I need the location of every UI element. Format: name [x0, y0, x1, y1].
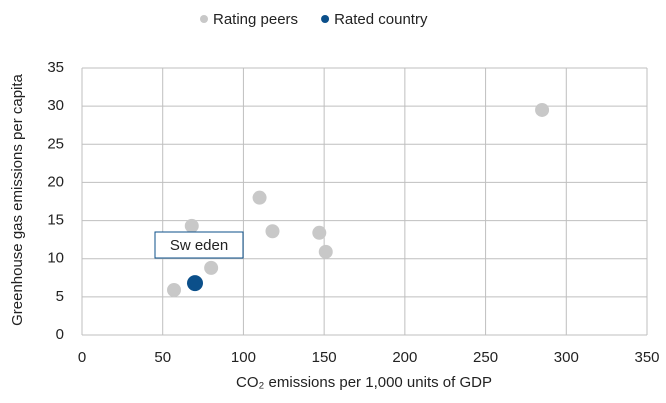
point: [312, 225, 327, 240]
x-tick-label: 150: [312, 349, 337, 366]
y-tick-label: 0: [56, 326, 64, 343]
y-tick-label: 5: [56, 288, 64, 305]
point: [252, 190, 267, 205]
point: [265, 224, 280, 239]
x-tick-label: 250: [473, 349, 498, 366]
point: [204, 260, 219, 275]
y-tick-label: 20: [47, 173, 64, 190]
point: [187, 275, 203, 292]
x-tick-label: 200: [392, 349, 417, 366]
x-tick-label: 300: [554, 349, 579, 366]
legend-marker: [321, 15, 330, 23]
x-tick-label: 100: [231, 349, 256, 366]
point: [318, 244, 333, 259]
legend-marker: [200, 15, 208, 23]
x-tick-label: 50: [154, 349, 171, 366]
y-tick-label: 35: [47, 59, 64, 76]
annotation-box: [154, 231, 244, 259]
y-axis-label: Greenhouse gas emissions per capita: [9, 73, 26, 325]
x-axis-label: CO₂ emissions per 1,000 units of GDP: [236, 374, 492, 391]
x-tick-label: 0: [78, 349, 86, 366]
point: [184, 218, 199, 233]
x-tick-label: 350: [634, 349, 659, 366]
point: [535, 102, 550, 117]
legend-label: Rated country: [334, 11, 428, 28]
annotation: Sw eden: [170, 237, 228, 254]
y-tick-label: 30: [47, 97, 64, 114]
y-tick-label: 10: [47, 250, 64, 267]
point: [167, 282, 182, 297]
y-tick-label: 25: [47, 135, 64, 152]
y-tick-label: 15: [47, 212, 64, 229]
legend-label: Rating peers: [213, 11, 298, 28]
